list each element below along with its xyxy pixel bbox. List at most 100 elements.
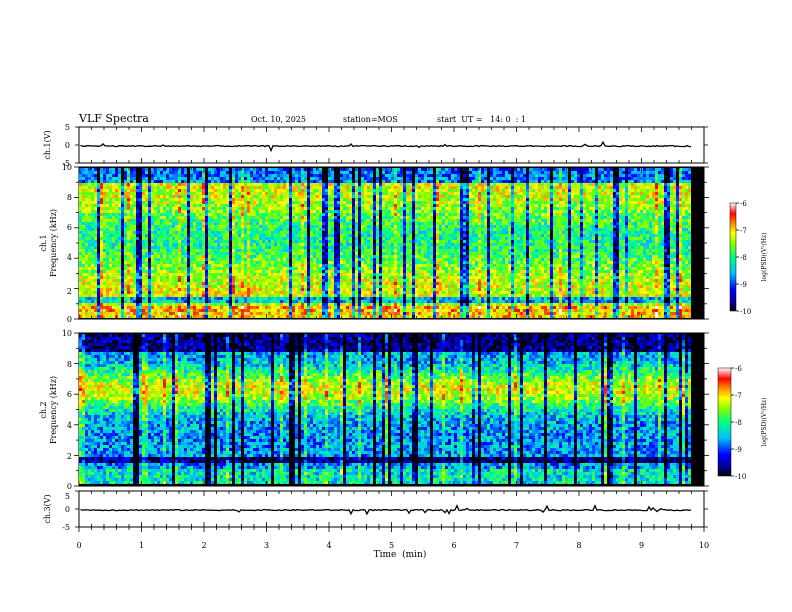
spectrogram-cell (190, 177, 193, 180)
spectrogram-cell (328, 303, 331, 306)
spectrogram-cell (103, 276, 106, 279)
spectrogram-cell (328, 192, 331, 195)
spectrogram-cell (112, 300, 115, 303)
spectrogram-cell (208, 270, 211, 273)
spectrogram-cell (280, 192, 283, 195)
spectrogram-cell (94, 168, 97, 171)
spectrogram-cell (307, 225, 310, 228)
spectrogram-cell (199, 246, 202, 249)
spectrogram-cell (283, 267, 286, 270)
spectrogram-cell (217, 189, 220, 192)
spectrogram-cell (340, 297, 343, 300)
spectrogram-cell (355, 207, 358, 210)
spectrogram-cell (229, 264, 232, 267)
spectrogram-cell (328, 195, 331, 198)
spectrogram-cell (325, 270, 328, 273)
spectrogram-cell (145, 255, 148, 258)
spectrogram-cell (307, 201, 310, 204)
spectrogram-cell (262, 297, 265, 300)
spectrogram-cell (316, 222, 319, 225)
spectrogram-cell (340, 237, 343, 240)
spectrogram-cell (280, 285, 283, 288)
spectrogram-cell (109, 312, 112, 315)
spectrogram-cell (79, 210, 82, 213)
spectrogram-cell (208, 315, 211, 318)
spectrogram-cell (343, 312, 346, 315)
spectrogram-cell (355, 267, 358, 270)
spectrogram-cell (112, 213, 115, 216)
spectrogram-cell (214, 225, 217, 228)
spectrogram-cell (154, 282, 157, 285)
spectrogram-cell (343, 171, 346, 174)
spectrogram-cell (121, 174, 124, 177)
spectrogram-cell (247, 195, 250, 198)
spectrogram-cell (250, 183, 253, 186)
spectrogram-cell (307, 198, 310, 201)
spectrogram-cell (184, 195, 187, 198)
spectrogram-cell (103, 261, 106, 264)
spectrogram-cell (313, 306, 316, 309)
spectrogram-cell (361, 261, 364, 264)
spectrogram-cell (85, 285, 88, 288)
spectrogram-cell (127, 171, 130, 174)
spectrogram-cell (178, 231, 181, 234)
spectrogram-cell (139, 234, 142, 237)
spectrogram-cell (241, 204, 244, 207)
spectrogram-cell (85, 267, 88, 270)
spectrogram-cell (343, 225, 346, 228)
spectrogram-cell (259, 216, 262, 219)
spectrogram-cell (82, 237, 85, 240)
spectrogram-cell (247, 240, 250, 243)
spectrogram-cell (196, 222, 199, 225)
spectrogram-cell (283, 183, 286, 186)
spectrogram-cell (373, 231, 376, 234)
spectrogram-cell (337, 216, 340, 219)
spectrogram-cell (289, 195, 292, 198)
spectrogram-cell (313, 174, 316, 177)
spectrogram-cell (343, 303, 346, 306)
spectrogram-cell (271, 273, 274, 276)
spectrogram-cell (172, 198, 175, 201)
spectrogram-cell (328, 249, 331, 252)
spectrogram-cell (268, 219, 271, 222)
spectrogram-cell (115, 285, 118, 288)
spectrogram-cell (244, 291, 247, 294)
spectrogram-cell (154, 168, 157, 171)
spectrogram-cell (370, 207, 373, 210)
spectrogram-cell (196, 315, 199, 318)
spectrogram-cell (346, 261, 349, 264)
spectrogram-cell (97, 195, 100, 198)
spectrogram-cell (97, 303, 100, 306)
spectrogram-cell (214, 294, 217, 297)
spectrogram-cell (181, 168, 184, 171)
spectrogram-cell (331, 246, 334, 249)
spectrogram-cell (139, 246, 142, 249)
spectrogram-cell (103, 312, 106, 315)
spectrogram-cell (202, 186, 205, 189)
spectrogram-cell (343, 255, 346, 258)
spectrogram-cell (289, 240, 292, 243)
spectrogram-cell (262, 240, 265, 243)
spectrogram-cell (109, 303, 112, 306)
spectrogram-cell (178, 213, 181, 216)
spectrogram-cell (181, 210, 184, 213)
spectrogram-cell (352, 228, 355, 231)
spectrogram-cell (361, 315, 364, 318)
spectrogram-cell (298, 174, 301, 177)
spectrogram-cell (169, 246, 172, 249)
spectrogram-cell (346, 288, 349, 291)
spectrogram-cell (319, 210, 322, 213)
spectrogram-cell (232, 261, 235, 264)
spectrogram-cell (271, 171, 274, 174)
spectrogram-cell (139, 261, 142, 264)
spectrogram-cell (130, 174, 133, 177)
spectrogram-cell (253, 195, 256, 198)
spectrogram-cell (202, 222, 205, 225)
spectrogram-cell (217, 195, 220, 198)
spectrogram-cell (154, 192, 157, 195)
spectrogram-cell (223, 234, 226, 237)
spectrogram-cell (352, 231, 355, 234)
spectrogram-cell (208, 192, 211, 195)
spectrogram-cell (118, 312, 121, 315)
spectrogram-cell (94, 273, 97, 276)
